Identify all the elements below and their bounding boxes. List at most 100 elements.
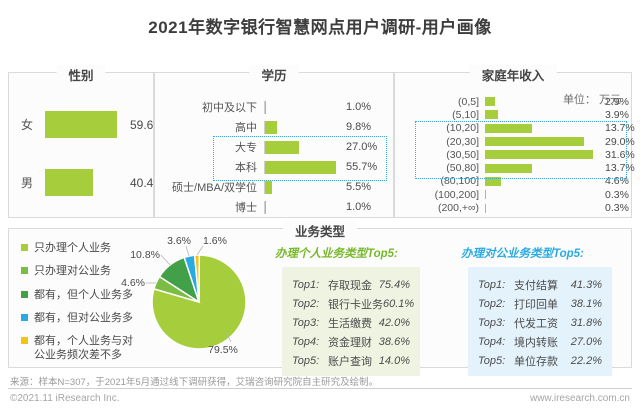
education-bar-chart: 初中及以下 1.0% 高中 9.8% 大专 27.0% 本科 55.7% 硕士/MBA/双学位 5… — [161, 97, 389, 217]
top5-personal-title: 办理个人业务类型Top5: — [275, 248, 398, 260]
bar-category-label: (20,30] — [446, 135, 479, 148]
bar — [265, 100, 267, 114]
bar-value-label: 31.6% — [605, 148, 635, 161]
highlight-box-income — [415, 121, 627, 179]
bar — [485, 176, 501, 186]
bar — [485, 137, 584, 147]
bar — [265, 160, 336, 174]
pie-value-label: 10.8% — [130, 249, 160, 261]
bar-value-label: 55.7% — [346, 161, 378, 173]
bar-value-label: 3.9% — [605, 108, 629, 121]
bar-track — [264, 160, 341, 174]
bar-category-label: 硕士/MBA/双学位 — [172, 182, 257, 194]
bar-value-label: 13.7% — [605, 122, 635, 135]
top5-name: 账户查询 — [328, 355, 372, 368]
bar-track — [485, 190, 601, 200]
legend-swatch — [21, 244, 28, 251]
top5-name: 生活缴费 — [328, 317, 372, 330]
pie-value-label: 1.6% — [203, 235, 227, 247]
panel-business-title: 业务类型 — [282, 221, 358, 240]
legend-item: 只办理对公业务 — [21, 264, 133, 278]
bar-category-label: 大专 — [235, 142, 257, 154]
bar — [485, 110, 499, 120]
top5-rank: Top5: — [292, 354, 320, 367]
bar-category-label: (5,10] — [452, 108, 479, 121]
legend-item: 都有，但对公业务多 — [21, 311, 133, 325]
top5-name: 银行卡业务 — [328, 298, 383, 311]
top5-row: Top3: 代发工资 31.8% — [478, 313, 602, 332]
bar-row: (20,30] 29.0% — [399, 135, 634, 148]
bar-row: 女 59.6% — [21, 111, 164, 138]
panel-gender: 性别 女 59.6% 男 40.4% — [8, 65, 164, 218]
bar-track — [264, 200, 341, 214]
bar — [485, 190, 487, 200]
footer-divider — [8, 388, 632, 389]
bar-value-label: 2.9% — [605, 95, 629, 108]
bar-value-label: 1.0% — [346, 201, 372, 213]
pie-label-leader — [160, 254, 171, 266]
top5-rank: Top1: — [478, 278, 506, 291]
bar — [265, 140, 300, 154]
copyright: ©2021.11 iResearch Inc. — [10, 393, 120, 404]
bar-category-label: (0,5] — [457, 95, 479, 108]
bar-category-label: (100,200] — [434, 188, 479, 201]
legend-item: 都有，个人业务与对公业务频次差不多 — [21, 334, 133, 363]
bar-row: (5,10] 3.9% — [399, 108, 629, 121]
page-title: 2021年数字银行智慧网点用户调研-用户画像 — [148, 18, 492, 37]
pie-value-label: 79.5% — [208, 344, 238, 356]
top5-value: 38.1% — [570, 297, 602, 310]
pie-value-label: 4.6% — [121, 277, 145, 289]
top5-row: Top4: 资金理财 38.6% — [292, 332, 410, 351]
top5-rank: Top3: — [292, 316, 320, 329]
bar-track — [485, 137, 601, 147]
legend-label: 都有，但对公业务多 — [34, 311, 133, 324]
bar-row: (100,200] 0.3% — [399, 188, 629, 201]
bar-row: 博士 1.0% — [161, 197, 389, 217]
bar-category-label: 女 — [21, 118, 34, 132]
top5-row: Top5: 单位存款 22.2% — [478, 351, 602, 370]
top5-name: 代发工资 — [514, 317, 558, 330]
bar — [265, 180, 272, 194]
unit-note: 单位： 万元 — [562, 94, 621, 106]
bar-track — [45, 169, 123, 196]
top5-value: 14.0% — [378, 354, 410, 367]
bar-category-label: (30,50] — [446, 148, 479, 161]
bar-row: (200,+∞) 0.3% — [399, 201, 629, 214]
top5-personal-list: Top1: 存取现金 75.4% Top2: 银行卡业务 60.1% Top3: 生活缴费 42… — [282, 267, 420, 376]
bar-track — [485, 150, 601, 160]
top5-name: 存取现金 — [328, 279, 372, 292]
bar-row: 本科 55.7% — [161, 157, 389, 177]
top5-personal: 办理个人业务类型Top5: Top1: 存取现金 75.4% Top2: 银行卡业务 60… — [275, 245, 425, 376]
bar-track — [264, 180, 341, 194]
top5-value: 22.2% — [570, 354, 602, 367]
bar-row: (0,5] 2.9% — [399, 95, 629, 108]
panel-income-title: 家庭年收入 — [469, 65, 557, 84]
bar — [265, 120, 278, 134]
top5-rank: Top5: — [478, 354, 506, 367]
panel-business-type: 业务类型 只办理个人业务 只办理对公业务 都有，但个人业务多 都有，但对公业务多 都有，… — [8, 221, 632, 376]
pie-label-leader — [225, 331, 232, 343]
bar-category-label: 男 — [21, 176, 34, 190]
bar-track — [264, 140, 341, 154]
top5-row: Top1: 支付结算 41.3% — [478, 275, 602, 294]
bar-value-label: 1.0% — [346, 101, 372, 113]
pie-legend: 只办理个人业务 只办理对公业务 都有，但个人业务多 都有，但对公业务多 都有，个人业务与… — [21, 241, 133, 372]
bar-category-label: 初中及以下 — [202, 102, 257, 114]
website-link[interactable]: www.iresearch.com.cn — [529, 393, 630, 404]
bar-track — [485, 176, 601, 186]
legend-label: 都有，但个人业务多 — [34, 288, 133, 301]
pie-label-leader — [196, 245, 204, 256]
top5-rank: Top4: — [292, 335, 320, 348]
top5-name: 单位存款 — [514, 355, 558, 368]
legend-swatch — [21, 267, 28, 275]
top5-corporate-title: 办理对公业务类型Top5: — [461, 248, 584, 260]
bar-value-label: 29.0% — [605, 135, 635, 148]
pie-value-label: 3.6% — [167, 235, 191, 247]
top5-name: 境内转账 — [514, 336, 558, 349]
top5-value: 38.6% — [378, 335, 410, 348]
highlight-box-education — [213, 136, 387, 181]
pie-chart: 79.5% 4.6% 10.8% 3.6% 1.6% — [121, 235, 247, 356]
bar-category-label: 高中 — [235, 122, 257, 134]
bar-row: 初中及以下 1.0% — [161, 97, 389, 117]
top5-row: Top5: 账户查询 14.0% — [292, 351, 410, 370]
